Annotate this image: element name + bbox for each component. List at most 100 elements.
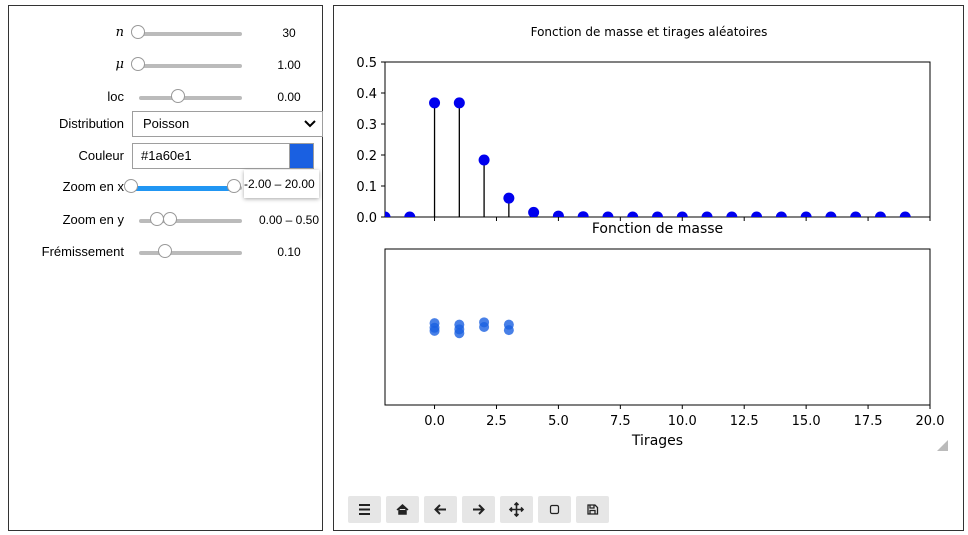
y-tick-label: 0.0 — [356, 211, 377, 226]
menu-button[interactable] — [348, 496, 381, 523]
stem-marker — [503, 192, 515, 204]
slider-handle[interactable] — [124, 179, 138, 193]
control-value: 0.10 — [277, 245, 301, 259]
stem-marker — [825, 211, 837, 217]
figure-panel — [333, 5, 964, 531]
color-swatch[interactable] — [289, 143, 314, 169]
stem-marker — [577, 211, 589, 217]
slider-row: loc 0.00 — [9, 84, 329, 110]
y-tick-label: 0.3 — [356, 118, 377, 133]
control-value: 0.00 — [277, 90, 301, 104]
slider-handle[interactable] — [227, 179, 241, 193]
stem-marker — [726, 211, 738, 217]
x-tick-label: 7.5 — [610, 414, 631, 429]
x-tick-label: 15.0 — [792, 414, 821, 429]
icon — [359, 504, 370, 515]
slider-handle[interactable] — [171, 89, 185, 103]
slider-handle[interactable] — [131, 57, 145, 71]
stem-marker — [874, 211, 886, 217]
control-label: n — [115, 25, 124, 40]
x-tick-label: 0.0 — [424, 414, 445, 429]
forward-button[interactable] — [462, 496, 495, 523]
color-row: Couleur #1a60e1 — [9, 143, 329, 169]
stem-marker — [478, 154, 490, 166]
control-label: Zoom en x — [62, 179, 124, 194]
x-tick-label: 12.5 — [730, 414, 759, 429]
slider-handle[interactable] — [158, 244, 172, 258]
x-tick-label: 17.5 — [854, 414, 883, 429]
scatter-point — [454, 328, 465, 339]
y-tick-label: 0.5 — [356, 56, 377, 71]
control-value: 0.00 – 0.50 — [258, 213, 320, 227]
control-label: Frémissement — [41, 244, 124, 259]
x-tick-label: 5.0 — [548, 414, 569, 429]
stem-marker — [676, 211, 688, 217]
stem-marker — [404, 211, 416, 217]
icon — [473, 504, 485, 515]
control-label: Zoom en y — [62, 212, 124, 227]
stem-marker — [751, 211, 763, 217]
control-label: Distribution — [58, 116, 124, 131]
slider-track[interactable] — [139, 251, 242, 255]
slider-handle[interactable] — [163, 212, 177, 226]
stem-marker — [528, 206, 540, 217]
slider-row: μ 1.00 — [9, 52, 329, 78]
scatter-point — [479, 322, 490, 332]
y-tick-label: 0.1 — [356, 180, 377, 195]
x-tick-label: 2.5 — [486, 414, 507, 429]
y-tick-label: 0.2 — [356, 149, 377, 164]
stem-marker — [385, 211, 391, 217]
figure-title: Fonction de masse et tirages aléatoires — [531, 25, 768, 39]
dropdown-row: Distribution Poisson — [9, 111, 329, 137]
stem-marker — [652, 211, 663, 217]
scatter-point — [429, 325, 440, 336]
slider-track[interactable] — [139, 32, 242, 36]
slider-track[interactable] — [139, 64, 242, 68]
slider-handle[interactable] — [131, 25, 145, 39]
control-label: Couleur — [78, 148, 124, 163]
zoom-button[interactable] — [538, 496, 571, 523]
axes-frame — [384, 248, 931, 406]
controls-panel: n 30 μ 1.00 loc 0.00 Distribution Poisso… — [8, 5, 323, 531]
x-tick-label: 20.0 — [916, 414, 945, 429]
x-tick-label: 10.0 — [668, 414, 697, 429]
dropdown-value: Poisson — [143, 116, 190, 131]
icon — [508, 501, 525, 518]
axes-frame — [384, 61, 931, 218]
save-button[interactable] — [576, 496, 609, 523]
icon — [434, 504, 446, 515]
plot-area — [429, 317, 514, 339]
y-tick-label: 0.4 — [356, 87, 377, 102]
color-value: #1a60e1 — [141, 148, 192, 163]
slider-range — [131, 186, 234, 191]
stem-marker — [552, 210, 564, 217]
pan-button[interactable] — [500, 496, 533, 523]
slider-track[interactable] — [139, 219, 242, 223]
control-label: loc — [107, 89, 124, 104]
control-value: -2.00 – 20.00 — [244, 170, 319, 198]
slider-track[interactable] — [139, 96, 242, 100]
x-axis-label: Tirages — [631, 433, 683, 449]
control-value: 1.00 — [277, 58, 301, 72]
slider-row: n 30 — [9, 20, 329, 46]
plot-area — [385, 97, 911, 217]
stem-marker — [775, 211, 787, 217]
axes-title: Fonction de masse — [592, 221, 723, 237]
back-button[interactable] — [424, 496, 457, 523]
scatter-point — [503, 325, 514, 336]
stem-marker — [453, 97, 465, 109]
dropdown-arrow — [304, 120, 316, 128]
home-button[interactable] — [386, 496, 419, 523]
stem-marker — [429, 97, 441, 109]
range-slider-row: Zoom en y 0.00 – 0.50 — [9, 207, 329, 233]
stem-marker — [850, 211, 862, 217]
resize-handle[interactable] — [937, 440, 948, 451]
dropdown[interactable]: Poisson — [132, 111, 323, 137]
icon — [549, 504, 560, 515]
stem-marker — [701, 211, 713, 217]
range-slider-row: Zoom en x -2.00 – 20.00 — [9, 170, 329, 200]
stem-marker — [602, 211, 614, 217]
control-value: 30 — [282, 26, 296, 40]
